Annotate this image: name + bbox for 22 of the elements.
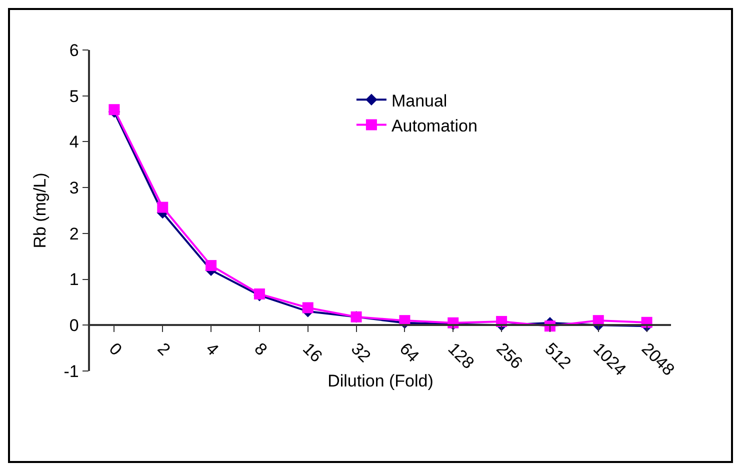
x-tick-label: 4 xyxy=(202,339,222,360)
x-tick-label: 16 xyxy=(299,339,326,366)
y-tick-label: 4 xyxy=(69,132,79,152)
y-axis-title: Rb (mg/L) xyxy=(30,172,50,248)
x-tick-label: 0 xyxy=(105,339,126,360)
y-tick-label: 6 xyxy=(69,40,79,60)
x-tick-label: 32 xyxy=(347,339,374,366)
y-tick-label: 2 xyxy=(69,224,79,244)
y-tick-label: -1 xyxy=(64,362,79,381)
x-tick-label: 8 xyxy=(250,339,271,360)
legend-label: Automation xyxy=(391,116,478,136)
x-axis-title: Dilution (Fold) xyxy=(328,372,434,391)
legend-label: Manual xyxy=(391,91,448,110)
x-tick-label: 256 xyxy=(492,339,526,373)
x-tick-label: 64 xyxy=(396,339,423,366)
y-tick-label: 3 xyxy=(69,178,79,198)
y-tick-label: 5 xyxy=(69,86,79,106)
x-tick-label: 512 xyxy=(541,339,575,373)
y-tick-label: 0 xyxy=(69,316,79,336)
x-tick-label: 2 xyxy=(154,339,174,360)
y-tick-label: 1 xyxy=(69,270,79,290)
x-tick-label: 128 xyxy=(444,339,478,373)
